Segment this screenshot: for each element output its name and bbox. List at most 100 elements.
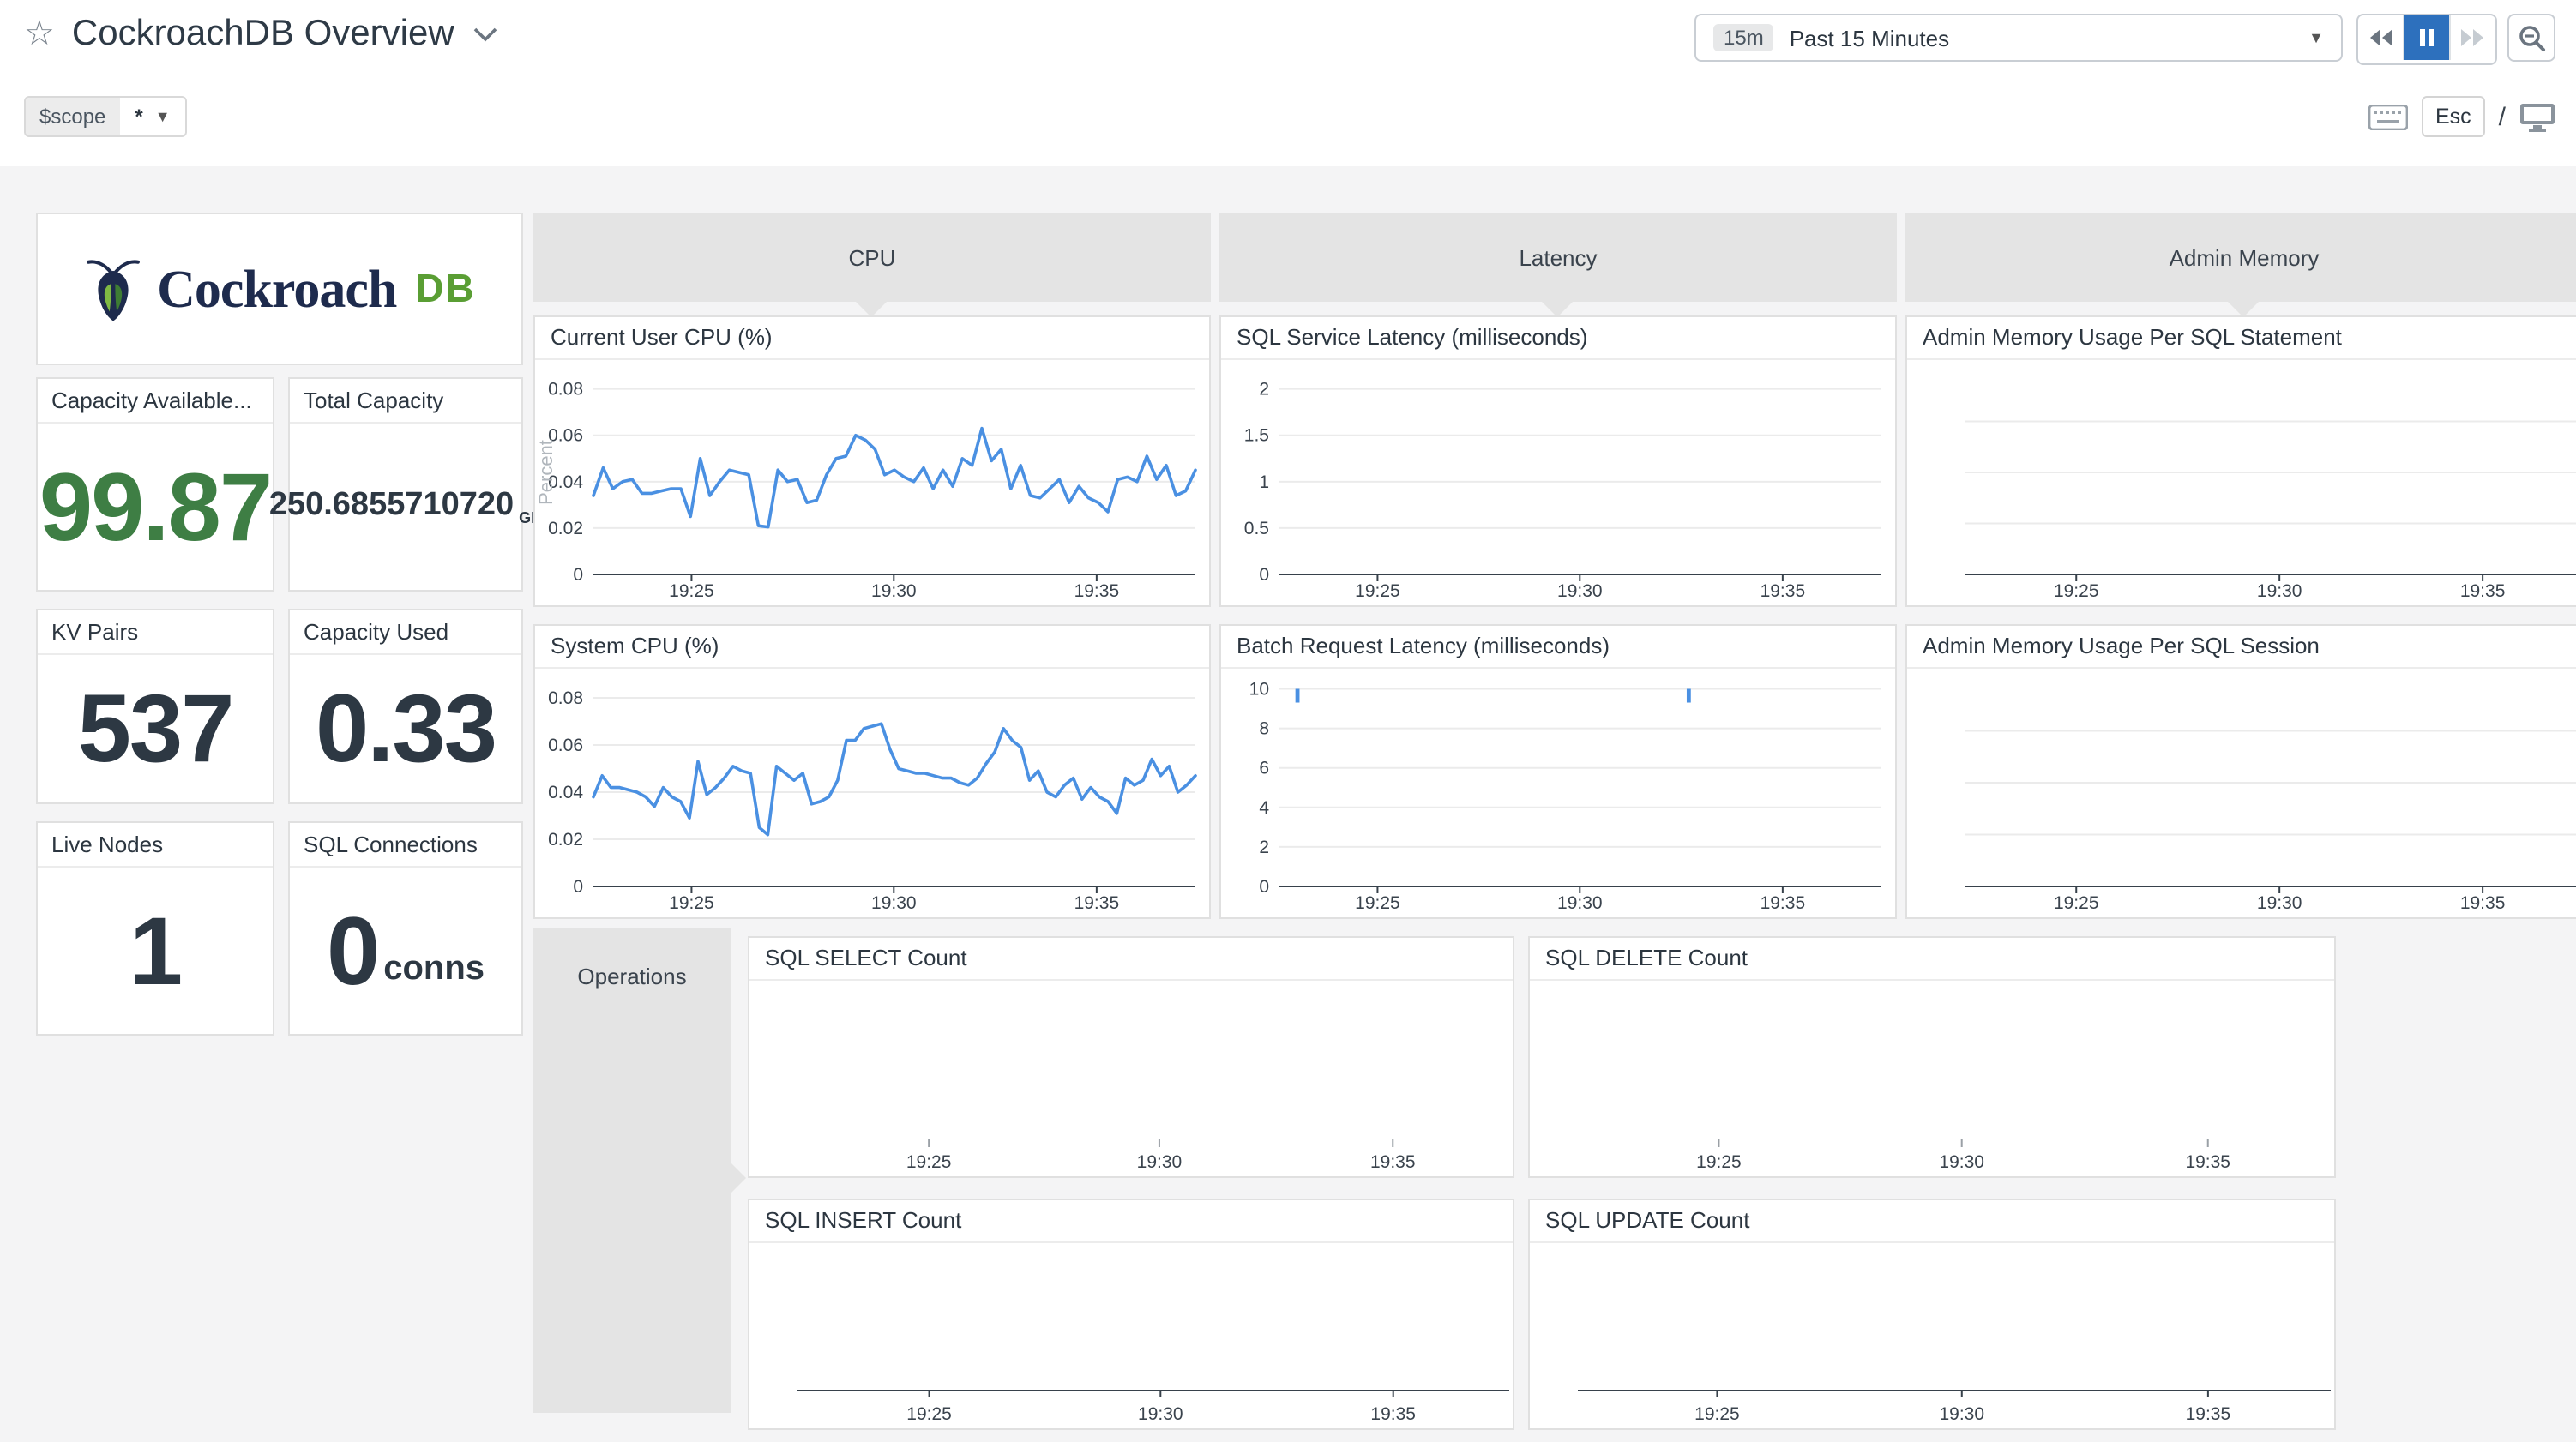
chart-plot-area[interactable]: 0 0.02 0.04 0.06 0.08 19:25 19:30 19:35 Percent — [535, 360, 1209, 605]
time-range-selector[interactable]: 15m Past 15 Minutes ▼ — [1694, 14, 2343, 62]
keyboard-icon — [2368, 104, 2408, 129]
svg-text:19:30: 19:30 — [1939, 1152, 1984, 1172]
time-range-label: Past 15 Minutes — [1789, 25, 1950, 51]
query-value-number: 1 — [129, 896, 183, 1004]
query-value-sql-connections: SQL Connections 0 conns — [288, 821, 523, 1036]
skip-back-icon — [2370, 29, 2392, 46]
widget-title: SQL Connections — [290, 823, 521, 868]
group-header-latency[interactable]: Latency — [1219, 213, 1897, 302]
svg-text:19:25: 19:25 — [2054, 581, 2099, 601]
tv-monitor-icon — [2520, 103, 2555, 131]
chart-widget-sql-delete-count: SQL DELETE Count 19:25 19:30 19:35 — [1528, 936, 2336, 1178]
group-notch-admin-memory — [2228, 302, 2259, 317]
group-header-admin-memory[interactable]: Admin Memory — [1905, 213, 2576, 302]
svg-text:19:30: 19:30 — [2257, 893, 2302, 913]
group-notch-operations — [731, 1163, 746, 1193]
svg-text:0.5: 0.5 — [1244, 519, 1269, 538]
hint-separator: / — [2498, 102, 2506, 131]
chart-plot-area[interactable]: 0 2 4 6 8 10 19:25 19:30 19:35 — [1221, 669, 1895, 917]
chart-widget-current-user-cpu: Current User CPU (%) 0 0.02 0.04 0.06 0.08 19… — [533, 315, 1211, 607]
svg-text:19:25: 19:25 — [906, 1152, 952, 1172]
svg-text:19:35: 19:35 — [1370, 1152, 1416, 1172]
svg-text:19:35: 19:35 — [1074, 893, 1120, 913]
group-label: Latency — [1519, 244, 1598, 270]
chart-title: Admin Memory Usage Per SQL Statement — [1907, 317, 2576, 360]
svg-text:0.06: 0.06 — [548, 736, 583, 755]
logo-text-secondary: DB — [415, 266, 476, 310]
svg-text:0: 0 — [1259, 565, 1269, 585]
svg-text:0.08: 0.08 — [548, 688, 583, 708]
playback-controls — [2356, 14, 2497, 65]
dropdown-caret-icon: ▼ — [2308, 29, 2324, 46]
skip-forward-icon — [2461, 29, 2483, 46]
cockroachdb-logo-card: Cockroach DB — [36, 213, 523, 365]
skip-back-button[interactable] — [2358, 15, 2404, 60]
zoom-out-button[interactable] — [2507, 14, 2555, 62]
skip-forward-button[interactable] — [2451, 15, 2495, 60]
svg-text:1: 1 — [1259, 472, 1269, 492]
chart-widget-sql-update-count: SQL UPDATE Count 19:25 19:30 19:35 — [1528, 1199, 2336, 1430]
pause-button[interactable] — [2404, 15, 2451, 60]
zoom-out-icon — [2519, 25, 2544, 51]
svg-text:19:25: 19:25 — [1696, 1152, 1742, 1172]
svg-text:19:30: 19:30 — [1939, 1404, 1984, 1424]
query-value-number: 99.87 — [39, 452, 273, 560]
widget-title: KV Pairs — [38, 610, 273, 655]
svg-text:19:35: 19:35 — [2186, 1404, 2231, 1424]
chart-title: Current User CPU (%) — [535, 317, 1209, 360]
svg-text:19:25: 19:25 — [1694, 1404, 1740, 1424]
svg-text:19:30: 19:30 — [1557, 893, 1603, 913]
query-value-capacity-available: Capacity Available... 99.87 — [36, 377, 274, 592]
group-label: CPU — [848, 244, 896, 270]
svg-text:19:25: 19:25 — [669, 581, 714, 601]
chart-title: System CPU (%) — [535, 626, 1209, 669]
svg-text:0: 0 — [573, 877, 583, 897]
group-notch-latency — [1542, 302, 1573, 317]
chart-widget-sql-service-latency: SQL Service Latency (milliseconds) 0 0.5 1… — [1219, 315, 1897, 607]
group-header-operations[interactable]: Operations — [533, 928, 731, 1413]
chart-plot-area[interactable]: 19:25 19:30 19:35 — [749, 1243, 1513, 1428]
svg-text:19:30: 19:30 — [1557, 581, 1603, 601]
logo-text-primary: Cockroach — [157, 258, 397, 318]
chart-plot-area[interactable]: 0 0.5 1 1.5 2 19:25 19:30 19:35 — [1221, 360, 1895, 605]
group-label: Admin Memory — [2169, 244, 2320, 270]
chevron-down-icon[interactable] — [472, 26, 499, 43]
query-value-unit: conns — [383, 950, 485, 988]
query-value-capacity-used: Capacity Used 0.33 — [288, 609, 523, 804]
pause-icon — [2420, 29, 2434, 46]
chart-plot-area[interactable]: 19:25 19:30 19:35 — [749, 981, 1513, 1176]
svg-text:19:25: 19:25 — [669, 893, 714, 913]
group-notch-cpu — [856, 302, 887, 317]
time-range-badge: 15m — [1713, 24, 1774, 51]
chart-plot-area[interactable]: 19:25 19:30 19:35 — [1530, 981, 2334, 1176]
svg-text:0.04: 0.04 — [548, 783, 583, 802]
svg-text:19:30: 19:30 — [1137, 1152, 1183, 1172]
query-value-number: 0.33 — [316, 674, 497, 782]
svg-text:Percent: Percent — [535, 440, 557, 505]
favorite-star-icon[interactable]: ☆ — [24, 15, 55, 53]
widget-title: Total Capacity — [290, 379, 521, 424]
group-header-cpu[interactable]: CPU — [533, 213, 1211, 302]
template-variable-scope[interactable]: $scope * ▼ — [24, 96, 188, 137]
svg-text:19:35: 19:35 — [2460, 581, 2506, 601]
svg-text:19:30: 19:30 — [871, 893, 917, 913]
svg-text:0.08: 0.08 — [548, 380, 583, 400]
chart-plot-area[interactable]: 19:25 19:30 19:35 — [1530, 1243, 2334, 1428]
chart-widget-system-cpu: System CPU (%) 0 0.02 0.04 0.06 0.08 19:25 19:… — [533, 624, 1211, 919]
dropdown-caret-icon: ▼ — [154, 108, 171, 125]
svg-text:19:30: 19:30 — [2257, 581, 2302, 601]
chart-plot-area[interactable]: 0 0.02 0.04 0.06 0.08 19:25 19:30 19:35 — [535, 669, 1209, 917]
chart-plot-area[interactable]: 19:25 19:30 19:35 — [1907, 669, 2576, 917]
tv-mode-hint: Esc / — [2368, 96, 2555, 137]
query-value-total-capacity: Total Capacity 250.6855710720 GB — [269, 377, 542, 592]
chart-widget-sql-select-count: SQL SELECT Count 19:25 19:30 19:35 — [748, 936, 1514, 1178]
svg-text:0.06: 0.06 — [548, 426, 583, 446]
svg-text:19:25: 19:25 — [906, 1404, 952, 1424]
query-value-live-nodes: Live Nodes 1 — [36, 821, 274, 1036]
esc-key-badge: Esc — [2421, 96, 2485, 137]
dashboard-header: ☆ CockroachDB Overview — [24, 14, 499, 55]
template-variable-name: $scope — [26, 98, 120, 135]
chart-plot-area[interactable]: 19:25 19:30 19:35 — [1907, 360, 2576, 605]
chart-title: Admin Memory Usage Per SQL Session — [1907, 626, 2576, 669]
